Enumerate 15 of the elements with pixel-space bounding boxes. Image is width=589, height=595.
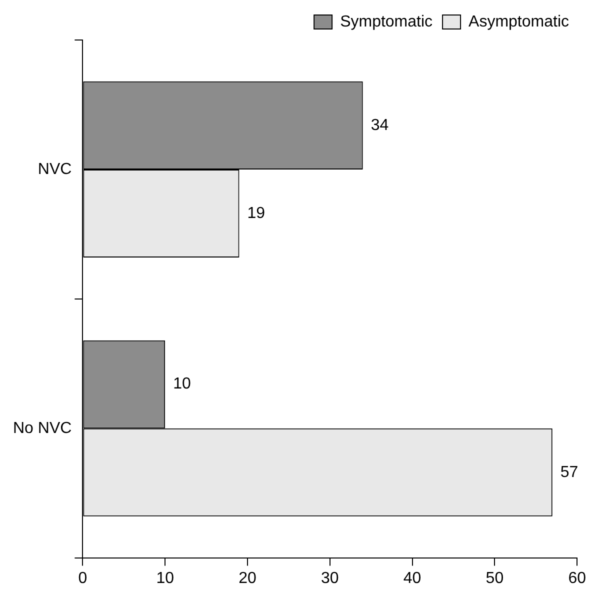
legend-label: Asymptomatic — [468, 13, 569, 30]
data-label: 10 — [173, 376, 191, 393]
x-tick-label: 10 — [156, 570, 174, 587]
y-tick-label: NVC — [38, 160, 72, 178]
x-tick-label: 0 — [78, 570, 88, 587]
data-label: 34 — [370, 116, 389, 134]
x-tick-label: 20 — [238, 570, 256, 587]
data-label: 57 — [560, 464, 578, 481]
y-tick-label: No NVC — [12, 420, 72, 437]
x-tick-label: 50 — [486, 570, 504, 587]
legend-label: Symptomatic — [340, 13, 433, 30]
data-label: 19 — [247, 204, 266, 222]
x-tick-label: 60 — [568, 570, 586, 587]
x-tick-label: 40 — [403, 570, 422, 587]
x-tick-label: 30 — [320, 570, 339, 587]
